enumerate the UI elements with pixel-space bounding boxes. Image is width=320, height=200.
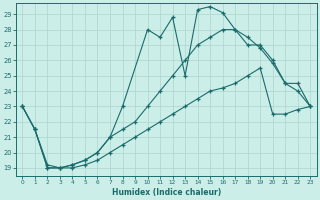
X-axis label: Humidex (Indice chaleur): Humidex (Indice chaleur) <box>112 188 221 197</box>
